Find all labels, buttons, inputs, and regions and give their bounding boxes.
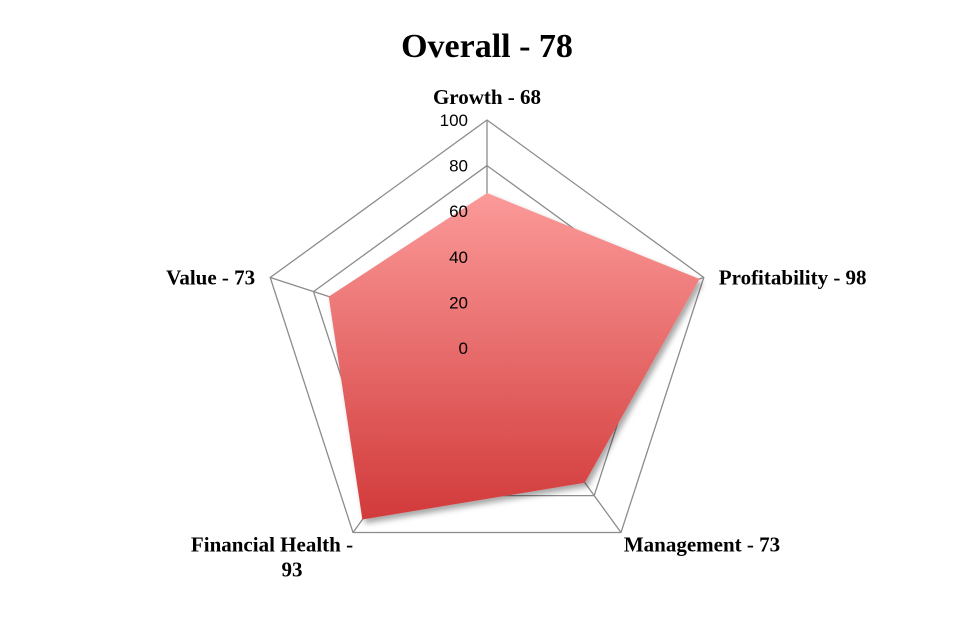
chart-title: Overall - 78 xyxy=(401,28,573,65)
axis-label-management: Management - 73 xyxy=(624,533,780,557)
tick-label-80: 80 xyxy=(449,157,468,176)
tick-label-100: 100 xyxy=(440,111,468,130)
series-area-0 xyxy=(329,193,700,520)
axis-label-financial-health: Financial Health -93 xyxy=(191,533,353,582)
axis-label-growth: Growth - 68 xyxy=(433,85,541,109)
axis-label-profitability: Profitability - 98 xyxy=(719,266,867,290)
tick-label-60: 60 xyxy=(449,202,468,221)
tick-label-0: 0 xyxy=(459,339,468,358)
axis-label-value: Value - 73 xyxy=(166,266,255,290)
tick-label-40: 40 xyxy=(449,248,468,267)
radar-series xyxy=(329,193,700,520)
tick-label-20: 20 xyxy=(449,293,468,312)
